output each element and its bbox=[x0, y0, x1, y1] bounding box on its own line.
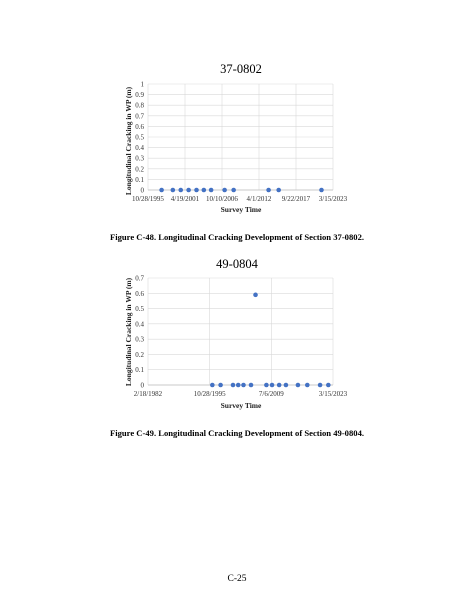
figure-caption: Figure C-48. Longitudinal Cracking Devel… bbox=[109, 232, 365, 242]
y-tick-label: 0.6 bbox=[135, 123, 144, 131]
x-axis-label: Survey Time bbox=[221, 401, 262, 410]
y-tick-label: 0.2 bbox=[135, 165, 144, 173]
data-point bbox=[208, 187, 214, 193]
y-tick-label: 0 bbox=[141, 382, 145, 390]
data-point bbox=[241, 382, 246, 388]
gridlines bbox=[147, 83, 334, 191]
data-point bbox=[283, 382, 289, 388]
data-point bbox=[194, 187, 199, 193]
data-point bbox=[326, 382, 331, 388]
x-tick-label: 3/15/2023 bbox=[319, 195, 348, 203]
y-tick-label: 0.7 bbox=[135, 275, 144, 283]
data-point bbox=[276, 187, 281, 193]
data-points bbox=[210, 292, 331, 388]
data-point bbox=[210, 382, 215, 388]
data-point bbox=[235, 382, 241, 388]
x-tick-label: 10/28/1995 bbox=[132, 195, 164, 203]
data-point bbox=[264, 382, 269, 388]
chart-title: 49-0804 bbox=[216, 257, 258, 271]
y-tick-label: 0 bbox=[141, 187, 145, 195]
data-point bbox=[248, 382, 254, 388]
y-tick-label: 0.2 bbox=[135, 351, 144, 359]
y-tick-label: 0.9 bbox=[135, 91, 144, 99]
x-tick-label: 4/1/2012 bbox=[247, 195, 272, 203]
data-point bbox=[319, 187, 324, 193]
x-axis-label: Survey Time bbox=[221, 205, 262, 214]
data-point bbox=[269, 382, 275, 388]
tick-labels: 0 0.1 0.2 0.3 0.4 0.5 0.6 0.7 2/18/1982 10/28/199… bbox=[134, 275, 348, 399]
x-tick-label: 10/10/2006 bbox=[206, 195, 238, 203]
y-tick-label: 0.8 bbox=[135, 102, 144, 110]
y-tick-label: 0.1 bbox=[135, 366, 144, 374]
data-point bbox=[231, 187, 236, 193]
data-point bbox=[186, 187, 191, 193]
y-tick-label: 0.5 bbox=[135, 134, 144, 142]
y-tick-label: 0.1 bbox=[135, 176, 144, 184]
gridlines bbox=[147, 277, 334, 386]
y-tick-label: 0.5 bbox=[135, 305, 144, 313]
data-point bbox=[276, 382, 282, 388]
data-point bbox=[305, 382, 310, 388]
data-point bbox=[230, 382, 236, 388]
y-tick-label: 0.6 bbox=[135, 290, 144, 298]
data-points bbox=[159, 187, 324, 193]
data-point bbox=[253, 292, 258, 298]
data-point bbox=[222, 187, 227, 193]
y-tick-label: 1 bbox=[141, 81, 145, 89]
chart-title: 37-0802 bbox=[220, 62, 262, 76]
y-tick-label: 0.4 bbox=[135, 144, 144, 152]
data-point bbox=[266, 187, 271, 193]
y-tick-label: 0.4 bbox=[135, 320, 144, 328]
data-point bbox=[159, 187, 164, 193]
x-tick-label: 10/28/1995 bbox=[194, 390, 226, 398]
tick-labels: 0 0.1 0.2 0.3 0.4 0.5 0.6 0.7 0.8 0.9 1 10/28/1995 4… bbox=[132, 81, 348, 204]
y-tick-label: 0.3 bbox=[135, 155, 144, 163]
data-point bbox=[218, 382, 223, 388]
figure-caption: Figure C-49. Longitudinal Cracking Devel… bbox=[109, 428, 365, 438]
chart-49-0804: 49-0804 0 0.1 0.2 0.3 0.4 0.5 0.6 0.7 2/18/1982 1… bbox=[124, 257, 348, 410]
data-point bbox=[295, 382, 301, 388]
y-tick-label: 0.7 bbox=[135, 112, 144, 120]
y-axis-label: Longitudinal Cracking in WP (m) bbox=[124, 277, 133, 386]
data-point bbox=[178, 187, 184, 193]
data-point bbox=[201, 187, 207, 193]
data-point bbox=[170, 187, 176, 193]
chart-37-0802: 37-0802 0 0.1 0.2 0.3 0.4 0.5 0.6 0.7 0.8 0.9 1 10/… bbox=[124, 62, 348, 214]
y-axis-label: Longitudinal Cracking in WP (m) bbox=[124, 86, 133, 195]
x-tick-label: 2/18/1982 bbox=[134, 390, 163, 398]
x-tick-label: 3/15/2023 bbox=[319, 390, 348, 398]
y-tick-label: 0.3 bbox=[135, 336, 144, 344]
page-number: C-25 bbox=[227, 574, 247, 584]
x-tick-label: 4/19/2001 bbox=[171, 195, 200, 203]
data-point bbox=[317, 382, 323, 388]
x-tick-label: 9/22/2017 bbox=[282, 195, 311, 203]
x-tick-label: 7/6/2009 bbox=[259, 390, 284, 398]
